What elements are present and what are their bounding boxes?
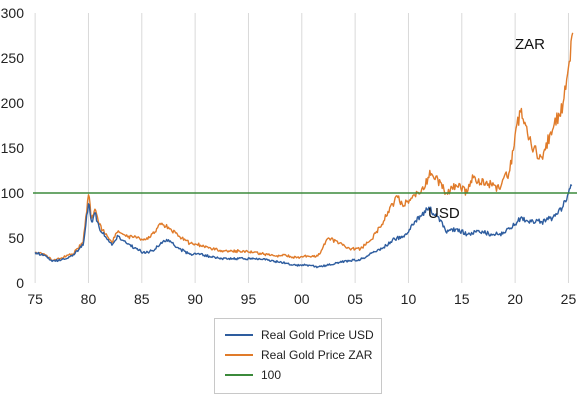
legend-item-usd: Real Gold Price USD — [225, 325, 381, 345]
y-tick-label: 250 — [1, 50, 25, 66]
x-tick-label: 80 — [81, 291, 97, 307]
y-tick-label: 300 — [1, 5, 25, 21]
x-tick-label: 25 — [561, 291, 577, 307]
x-axis-ticks: 75 80 85 90 95 00 05 10 15 20 25 — [27, 291, 576, 307]
x-tick-label: 10 — [401, 291, 417, 307]
annotation-usd: USD — [428, 205, 460, 222]
series-line-usd — [34, 184, 573, 269]
series-lines — [33, 32, 577, 269]
y-tick-label: 200 — [1, 95, 25, 111]
x-tick-label: 75 — [27, 291, 43, 307]
y-tick-label: 150 — [1, 140, 25, 156]
line-chart: 0 50 100 150 200 250 300 75 80 85 90 95 00 05 10 15 20 2… — [1, 5, 577, 307]
annotation-zar: ZAR — [515, 36, 545, 53]
y-tick-label: 50 — [8, 230, 24, 246]
x-tick-label: 20 — [507, 291, 523, 307]
y-tick-label: 100 — [1, 185, 25, 201]
legend-label-zar: Real Gold Price ZAR — [261, 348, 373, 362]
legend-item-100: 100 — [225, 365, 381, 385]
legend-swatch-zar — [225, 354, 253, 356]
x-tick-label: 05 — [347, 291, 363, 307]
chart-legend: Real Gold Price USD Real Gold Price ZAR … — [214, 318, 382, 394]
legend-label-100: 100 — [261, 368, 282, 382]
y-tick-label: 0 — [16, 275, 24, 291]
vertical-gridlines — [34, 13, 569, 283]
x-tick-label: 00 — [294, 291, 310, 307]
legend-label-usd: Real Gold Price USD — [261, 328, 374, 342]
legend-swatch-100 — [225, 374, 253, 376]
x-tick-label: 85 — [134, 291, 150, 307]
series-line-zar — [35, 32, 574, 262]
legend-item-zar: Real Gold Price ZAR — [225, 345, 381, 365]
x-tick-label: 90 — [187, 291, 203, 307]
legend-swatch-usd — [225, 334, 253, 336]
x-tick-label: 15 — [454, 291, 470, 307]
x-tick-label: 95 — [241, 291, 257, 307]
y-axis-ticks: 0 50 100 150 200 250 300 — [1, 5, 25, 291]
